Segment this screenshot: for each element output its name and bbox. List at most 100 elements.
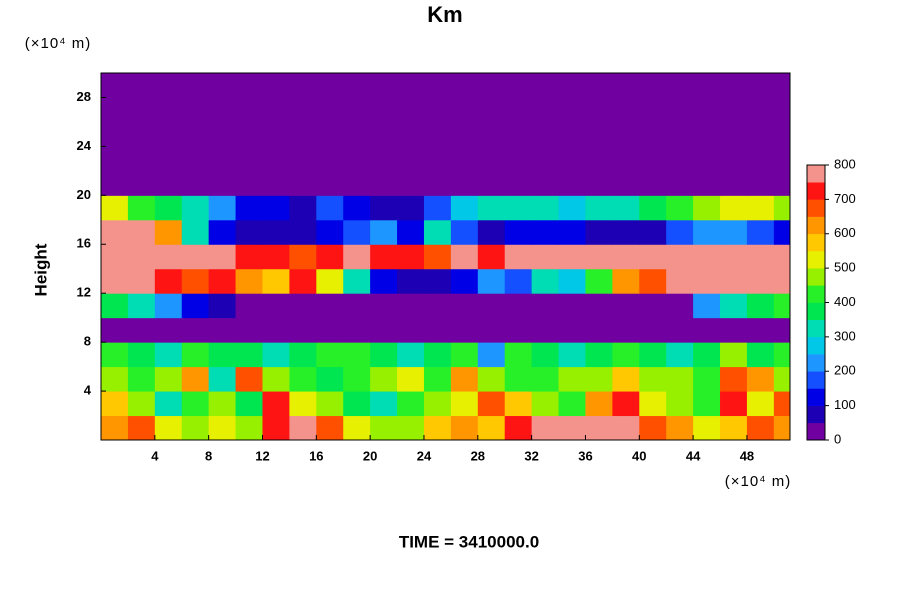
colorbar-band: [807, 422, 825, 441]
heat-cell: [504, 146, 533, 172]
heat-cell: [208, 121, 237, 147]
heat-cell: [235, 146, 263, 172]
heat-cell: [397, 268, 425, 294]
heat-cell: [746, 268, 775, 294]
heat-cell: [423, 415, 452, 441]
heat-cell: [477, 73, 506, 98]
heat-cell: [154, 366, 183, 392]
heat-cell: [720, 170, 748, 196]
heat-cell: [262, 342, 290, 368]
heat-cell: [666, 195, 694, 221]
heat-cell: [585, 73, 613, 98]
heat-cell: [558, 97, 586, 123]
heat-cell: [639, 219, 667, 245]
heat-cell: [558, 391, 586, 417]
heat-cell: [693, 219, 721, 245]
footer-time: TIME = 3410000.0: [399, 532, 539, 551]
heat-cell: [531, 219, 560, 245]
heat-cell: [504, 415, 533, 441]
heat-cell: [208, 317, 237, 343]
heat-cell: [370, 391, 398, 417]
heat-cell: [504, 391, 533, 417]
heat-cell: [450, 293, 479, 319]
heat-cell: [504, 293, 533, 319]
heat-cell: [370, 244, 398, 270]
heat-cell: [612, 391, 640, 417]
x-tick-label: 4: [151, 448, 159, 463]
heat-cell: [773, 146, 791, 172]
heat-cell: [450, 366, 479, 392]
heat-cell: [693, 293, 721, 319]
plot-frame: [100, 72, 791, 441]
heat-cell: [585, 195, 613, 221]
heat-cell: [720, 195, 748, 221]
heat-cell: [343, 293, 371, 319]
colorbar-band: [807, 302, 825, 320]
colorbar-band: [807, 285, 825, 303]
heat-cell: [450, 415, 479, 441]
heat-cell: [316, 293, 344, 319]
heat-cell: [504, 219, 533, 245]
heat-cell: [101, 170, 129, 196]
heat-cell: [181, 146, 210, 172]
colorbar-band: [807, 336, 825, 355]
heat-cell: [450, 170, 479, 196]
heat-cell: [370, 317, 398, 343]
heat-cell: [289, 97, 317, 123]
x-tick-label: 32: [524, 448, 538, 463]
heat-cell: [423, 219, 452, 245]
heat-cell: [585, 146, 613, 172]
heat-cell: [289, 391, 317, 417]
heat-cell: [773, 415, 791, 441]
heat-cell: [746, 73, 775, 98]
colorbar-tick-label: 600: [834, 225, 856, 240]
heat-cell: [693, 268, 721, 294]
heat-cell: [154, 121, 183, 147]
heat-cell: [773, 219, 791, 245]
heat-cell: [558, 170, 586, 196]
heat-cell: [504, 317, 533, 343]
heat-cell: [693, 97, 721, 123]
heat-cell: [450, 97, 479, 123]
heat-cell: [289, 219, 317, 245]
heat-cell: [639, 342, 667, 368]
heat-cell: [450, 391, 479, 417]
heat-cell: [450, 146, 479, 172]
colorbar-tick-label: 800: [834, 156, 856, 171]
heat-cell: [154, 391, 183, 417]
heat-cell: [289, 244, 317, 270]
heat-cell: [612, 146, 640, 172]
colorbar-band: [807, 319, 825, 338]
heat-cell: [316, 121, 344, 147]
heat-cell: [558, 293, 586, 319]
heat-cell: [262, 73, 290, 98]
heat-cell: [343, 121, 371, 147]
heat-cell: [612, 73, 640, 98]
heat-cell: [397, 195, 425, 221]
heat-cell: [773, 73, 791, 98]
heat-cell: [343, 73, 371, 98]
heat-cell: [773, 268, 791, 294]
heat-cell: [181, 244, 210, 270]
colorbar-tick-label: 100: [834, 397, 856, 412]
heat-cell: [101, 244, 129, 270]
heat-cell: [558, 219, 586, 245]
heat-cell: [397, 293, 425, 319]
heat-cell: [262, 170, 290, 196]
heat-cell: [746, 391, 775, 417]
heat-cell: [208, 97, 237, 123]
heat-cell: [477, 317, 506, 343]
heat-cell: [504, 97, 533, 123]
heat-cell: [101, 391, 129, 417]
heat-cell: [181, 366, 210, 392]
heat-cell: [397, 73, 425, 98]
heat-cell: [235, 268, 263, 294]
heat-cell: [423, 342, 452, 368]
heat-cell: [585, 366, 613, 392]
heat-cell: [101, 121, 129, 147]
x-tick-label: 36: [578, 448, 592, 463]
heat-cell: [316, 170, 344, 196]
heat-cell: [693, 366, 721, 392]
heat-cell: [612, 170, 640, 196]
heat-cell: [343, 391, 371, 417]
